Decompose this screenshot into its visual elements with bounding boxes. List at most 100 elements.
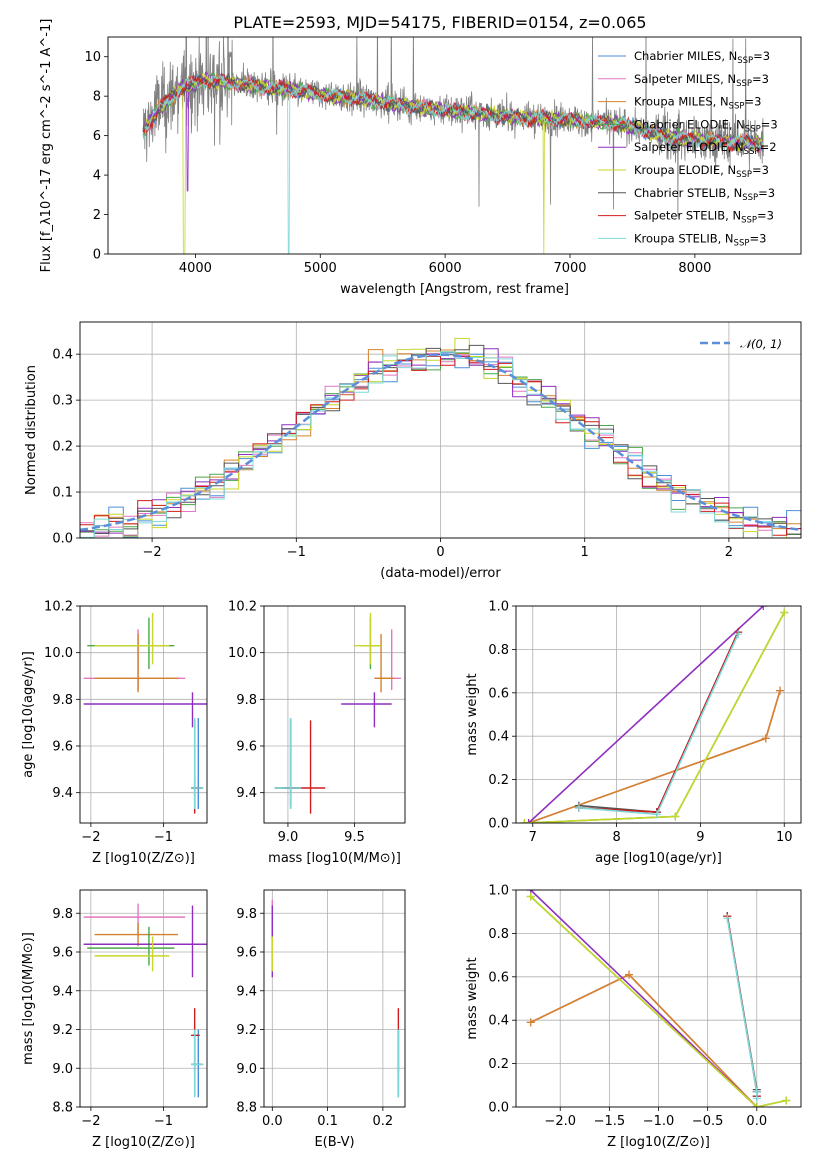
- plot-area: [271, 899, 400, 1098]
- errorbar-salpeter-miles: [83, 629, 186, 690]
- residuals-panel: −2 −1 0 1 2 0.0 0.1 0.2 0.3 0.4 (data-model)/error…: [24, 321, 802, 581]
- y-tick-label: 8: [93, 90, 101, 105]
- y-tick-label: 0.1: [52, 486, 73, 501]
- x-tick-label: 7: [529, 830, 537, 845]
- x-tick-label: −1: [287, 545, 306, 560]
- x-tick-label: 8000: [678, 261, 711, 276]
- y-axis-label: mass [log10(M/M⊙)]: [21, 932, 36, 1065]
- x-tick-label: 8: [612, 830, 620, 845]
- y-tick-label: 9.8: [52, 693, 73, 708]
- x-axis-label: (data-model)/error: [380, 566, 501, 581]
- x-tick-label: 9.0: [278, 830, 299, 845]
- y-axis-label: Flux [f_λ10^-17 erg cm^-2 s^-1 A^-1]: [39, 19, 54, 273]
- legend-label: 𝒩(0, 1): [740, 337, 782, 351]
- x-tick-label: 10: [776, 830, 793, 845]
- point-marker: [759, 606, 768, 610]
- mass-vs-metallicity-panel: −2 −1 8.8 9.0 9.2 9.4 9.6 9.8 Z [log10(Z/Z⊙)] mas…: [21, 889, 208, 1150]
- y-tick-label: 0.0: [488, 1101, 509, 1116]
- mass-weight-line-chabrier-stelib: [574, 628, 743, 817]
- errorbar-chabrier-elodie: [87, 926, 175, 966]
- line: [578, 631, 739, 813]
- y-tick-label: 9.6: [52, 740, 73, 755]
- x-tick-label: 0.0: [746, 1114, 767, 1129]
- x-axis-label: wavelength [Angstrom, rest frame]: [340, 282, 569, 297]
- y-tick-label: 9.4: [52, 786, 73, 801]
- y-tick-label: 6: [93, 129, 101, 144]
- y-tick-label: 9.8: [236, 693, 257, 708]
- axes-frame: [107, 36, 802, 255]
- gaussian-curve: [80, 353, 799, 532]
- line: [578, 633, 739, 816]
- y-tick-label: 0.0: [52, 532, 73, 547]
- x-tick-label: −0.5: [692, 1114, 724, 1129]
- y-tick-label: 4: [93, 169, 101, 184]
- legend-label: Chabrier MILES, NSSP=3: [634, 49, 770, 66]
- x-tick-label: 0: [436, 545, 444, 560]
- y-tick-label: 9.4: [52, 984, 73, 999]
- x-tick-label: 9: [696, 830, 704, 845]
- legend-label: Chabrier STELIB, NSSP=3: [634, 186, 775, 203]
- mass-weight-line-kroupa-miles: [526, 970, 761, 1107]
- errorbar-kroupa-miles: [94, 634, 178, 693]
- point-marker: [723, 914, 732, 923]
- x-tick-label: 2: [725, 545, 733, 560]
- y-tick-label: 9.4: [236, 984, 257, 999]
- x-tick-label: 5000: [304, 261, 337, 276]
- y-tick-label: 0.2: [488, 773, 509, 788]
- mass-weight-line-chabrier-miles: [574, 628, 743, 817]
- y-tick-label: 9.2: [52, 1023, 73, 1038]
- y-tick-label: 9.8: [52, 907, 73, 922]
- point-marker: [776, 686, 785, 695]
- y-tick-label: 2: [93, 208, 101, 223]
- point-marker: [526, 1018, 535, 1027]
- y-tick-label: 0.8: [488, 643, 509, 658]
- age-vs-metallicity-panel: −2 −1 9.4 9.6 9.8 10.0 10.2 Z [log10(Z/Z⊙)] age …: [21, 600, 208, 866]
- figure-title: PLATE=2593, MJD=54175, FIBERID=0154, z=0…: [233, 13, 646, 32]
- point-marker: [652, 810, 661, 819]
- model-salpeter-stelib: [142, 72, 764, 154]
- axes-frame: [515, 889, 802, 1108]
- x-tick-label: 9.5: [344, 830, 365, 845]
- age-vs-mass-panel: 9.0 9.5 9.4 9.6 9.8 10.0 10.2 mass [log10(M/M⊙)…: [228, 600, 406, 866]
- mass-weight-line-kroupa-elodie: [520, 608, 789, 823]
- line: [528, 606, 764, 823]
- spectrum-panel: 4000 5000 6000 7000 8000 0 2 4 6 8 10 wavelength [A…: [39, 19, 802, 297]
- point-marker: [752, 1103, 761, 1107]
- y-tick-label: 0.8: [488, 927, 509, 942]
- errorbar-chabrier-elodie: [87, 617, 175, 669]
- point-marker: [625, 970, 634, 979]
- x-axis-label: Z [log10(Z/Z⊙)]: [92, 1135, 195, 1150]
- plot-area: [526, 890, 791, 1107]
- x-tick-label: −1.5: [594, 1114, 626, 1129]
- x-tick-label: 7000: [553, 261, 586, 276]
- point-marker: [780, 608, 789, 617]
- point-marker: [782, 1096, 791, 1105]
- y-tick-label: 0.3: [52, 394, 73, 409]
- y-tick-label: 0.6: [488, 970, 509, 985]
- x-tick-label: −2: [81, 830, 100, 845]
- model-kroupa-stelib: [142, 74, 764, 254]
- y-tick-label: 10.0: [228, 646, 257, 661]
- line: [726, 918, 758, 1099]
- line: [530, 895, 787, 1107]
- residual-histogram-salpeter-stelib: [80, 355, 801, 536]
- mass-weight-vs-metallicity-panel: −2.0 −1.5 −1.0 −0.5 0.0 0.0 0.2 0.4 0.6 0.8 1.0 Z […: [465, 884, 802, 1150]
- point-marker: [734, 630, 743, 639]
- x-axis-label: age [log10(age/yr)]: [595, 851, 722, 866]
- y-tick-label: 0.4: [52, 348, 73, 363]
- x-tick-label: 1: [581, 545, 589, 560]
- x-axis-label: E(B-V): [314, 1135, 354, 1150]
- axes-frame: [263, 889, 406, 1108]
- y-tick-label: 10: [84, 50, 101, 65]
- x-tick-label: −2: [143, 545, 162, 560]
- mass-weight-line-salpeter-miles: [526, 970, 761, 1107]
- errorbar-chabrier-stelib: [191, 1029, 202, 1096]
- point-marker: [524, 819, 533, 823]
- legend-label: Kroupa MILES, NSSP=3: [634, 95, 761, 112]
- errorbar-salpeter-elodie: [83, 692, 207, 728]
- y-tick-label: 1.0: [488, 600, 509, 615]
- errorbar-kroupa-elodie: [354, 613, 382, 665]
- y-axis-label: Normed distribution: [24, 365, 39, 495]
- x-tick-label: −2.0: [544, 1114, 576, 1129]
- y-tick-label: 0.4: [488, 1014, 509, 1029]
